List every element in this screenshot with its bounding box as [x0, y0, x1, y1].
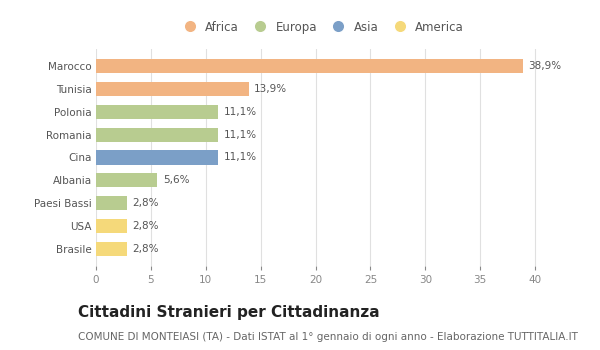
Bar: [96, 127, 218, 142]
Bar: [96, 82, 248, 96]
Text: 11,1%: 11,1%: [223, 107, 256, 117]
Bar: [96, 150, 218, 164]
Text: 13,9%: 13,9%: [254, 84, 287, 94]
Bar: [96, 59, 523, 73]
Text: 5,6%: 5,6%: [163, 175, 190, 186]
Bar: [96, 219, 127, 233]
Text: 11,1%: 11,1%: [223, 130, 256, 140]
Text: 2,8%: 2,8%: [132, 198, 159, 208]
Text: 2,8%: 2,8%: [132, 221, 159, 231]
Text: 2,8%: 2,8%: [132, 244, 159, 254]
Text: COMUNE DI MONTEIASI (TA) - Dati ISTAT al 1° gennaio di ogni anno - Elaborazione : COMUNE DI MONTEIASI (TA) - Dati ISTAT al…: [78, 332, 578, 343]
Legend: Africa, Europa, Asia, America: Africa, Europa, Asia, America: [173, 16, 469, 38]
Bar: [96, 242, 127, 256]
Bar: [96, 105, 218, 119]
Bar: [96, 196, 127, 210]
Text: 38,9%: 38,9%: [529, 61, 562, 71]
Text: 11,1%: 11,1%: [223, 153, 256, 162]
Bar: [96, 173, 157, 188]
Text: Cittadini Stranieri per Cittadinanza: Cittadini Stranieri per Cittadinanza: [78, 304, 380, 320]
